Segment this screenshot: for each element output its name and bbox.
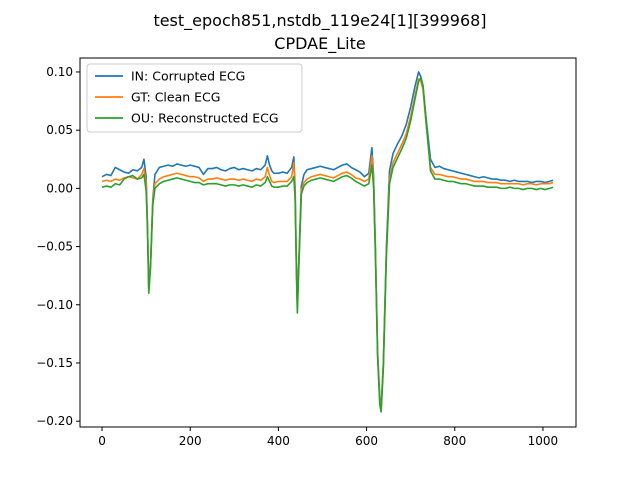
x-tick-label: 1000: [528, 434, 559, 448]
legend-box: [86, 63, 303, 133]
y-tick-label: −0.20: [36, 414, 73, 428]
legend-label-3: OU: Reconstructed ECG: [131, 111, 279, 126]
series-line-2: [101, 78, 554, 411]
x-tick-label: 800: [443, 434, 466, 448]
y-tick-label: −0.15: [36, 356, 73, 370]
y-tick-label: 0.00: [46, 181, 73, 195]
series-line-1: [101, 71, 554, 409]
axes-frame: [79, 57, 577, 428]
y-tick-label: 0.10: [46, 65, 73, 79]
x-tick-label: 0: [98, 434, 106, 448]
series-line-3: [101, 76, 554, 413]
chart-subtitle: CPDAE_Lite: [274, 34, 366, 53]
x-tick-label: 400: [267, 434, 290, 448]
x-tick-label: 200: [179, 434, 202, 448]
chart-title: test_epoch851,nstdb_119e24[1][399968]: [153, 11, 487, 30]
legend-label-2: GT: Clean ECG: [131, 90, 220, 105]
y-tick-label: −0.05: [36, 240, 73, 254]
x-tick-label: 600: [355, 434, 378, 448]
y-tick-label: 0.05: [46, 123, 73, 137]
y-tick-label: −0.10: [36, 298, 73, 312]
legend-label-1: IN: Corrupted ECG: [131, 69, 245, 84]
